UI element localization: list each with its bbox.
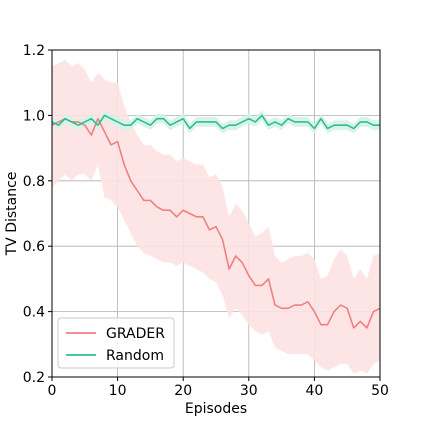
x-tick-label: 0	[48, 383, 57, 399]
y-tick-label: 0.4	[23, 305, 45, 321]
plot-frame	[51, 49, 381, 378]
series-line-random	[51, 114, 380, 130]
axis-ticks: 0 10 20 30 40 50 0.2 0.4 0.6 0.8 1.0 1.2	[23, 43, 389, 399]
y-tick-label: 1.0	[23, 108, 45, 124]
band-grader	[52, 59, 380, 374]
y-tick-label: 0.2	[23, 370, 45, 386]
legend: GRADER Random	[57, 317, 175, 369]
x-tick-label: 50	[371, 383, 389, 399]
series-line-grader	[51, 117, 381, 329]
legend-label-random: Random	[106, 348, 164, 364]
series-lines	[51, 114, 381, 329]
x-axis-label: Episodes	[185, 401, 247, 417]
y-tick-label: 1.2	[23, 43, 45, 59]
y-axis-label: TV Distance	[4, 172, 20, 257]
x-tick-label: 10	[109, 383, 127, 399]
y-tick-label: 0.8	[23, 174, 45, 190]
legend-label-grader: GRADER	[106, 326, 165, 342]
x-tick-label: 30	[240, 383, 258, 399]
x-tick-label: 40	[305, 383, 323, 399]
y-tick-label: 0.6	[23, 239, 45, 255]
x-tick-label: 20	[174, 383, 192, 399]
